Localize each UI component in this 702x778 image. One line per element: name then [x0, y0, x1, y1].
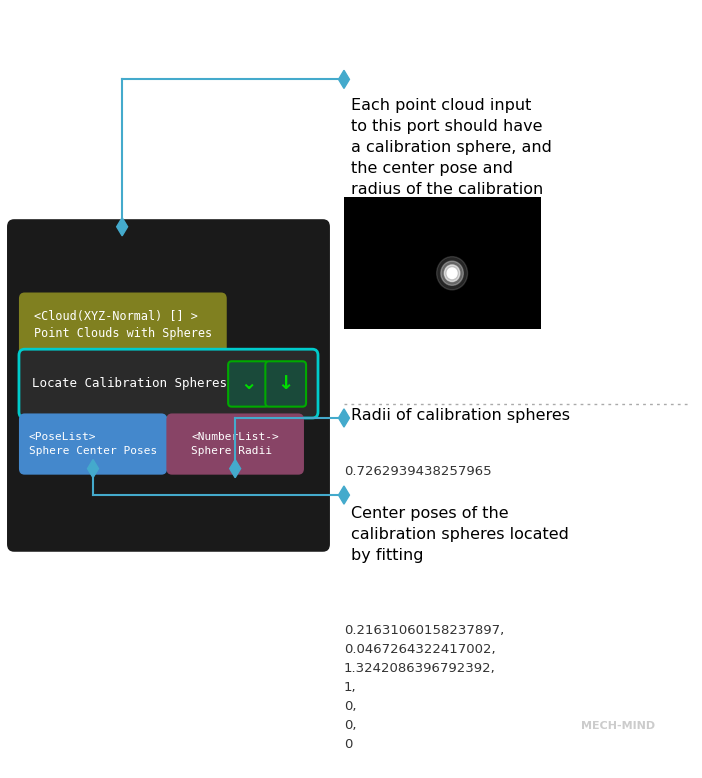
Polygon shape [117, 218, 128, 236]
Polygon shape [230, 460, 241, 478]
Text: <NumberList->
Sphere Radii: <NumberList-> Sphere Radii [191, 433, 279, 456]
Text: Each point cloud input
to this port should have
a calibration sphere, and
the ce: Each point cloud input to this port shou… [351, 98, 552, 240]
Bar [344, 197, 541, 329]
FancyBboxPatch shape [19, 293, 227, 358]
Text: Locate Calibration Spheres (1): Locate Calibration Spheres (1) [32, 377, 257, 390]
Text: MECH-MIND: MECH-MIND [581, 720, 655, 731]
Text: ↓: ↓ [277, 374, 294, 394]
Circle shape [441, 261, 463, 286]
Text: 0.7262939438257965: 0.7262939438257965 [344, 464, 491, 478]
Circle shape [447, 268, 457, 279]
FancyBboxPatch shape [19, 413, 167, 475]
FancyBboxPatch shape [265, 361, 306, 407]
Text: 0.21631060158237897,
0.0467264322417002,
1.3242086396792392,
1,
0,
0,
0: 0.21631060158237897, 0.0467264322417002,… [344, 623, 504, 751]
Circle shape [437, 257, 468, 290]
Polygon shape [338, 409, 350, 427]
FancyBboxPatch shape [228, 361, 269, 407]
FancyBboxPatch shape [7, 219, 330, 552]
FancyBboxPatch shape [166, 413, 304, 475]
Polygon shape [338, 486, 350, 504]
Text: <PoseList>
Sphere Center Poses: <PoseList> Sphere Center Poses [29, 433, 157, 456]
Circle shape [444, 265, 460, 282]
FancyBboxPatch shape [19, 349, 318, 418]
Polygon shape [338, 70, 350, 89]
Text: <Cloud(XYZ-Normal) [] >
Point Clouds with Spheres: <Cloud(XYZ-Normal) [] > Point Clouds wit… [34, 310, 212, 340]
Polygon shape [88, 460, 98, 478]
Text: Center poses of the
calibration spheres located
by fitting: Center poses of the calibration spheres … [351, 506, 569, 563]
Text: Radii of calibration spheres: Radii of calibration spheres [351, 408, 570, 423]
Text: ⌄: ⌄ [240, 374, 257, 394]
